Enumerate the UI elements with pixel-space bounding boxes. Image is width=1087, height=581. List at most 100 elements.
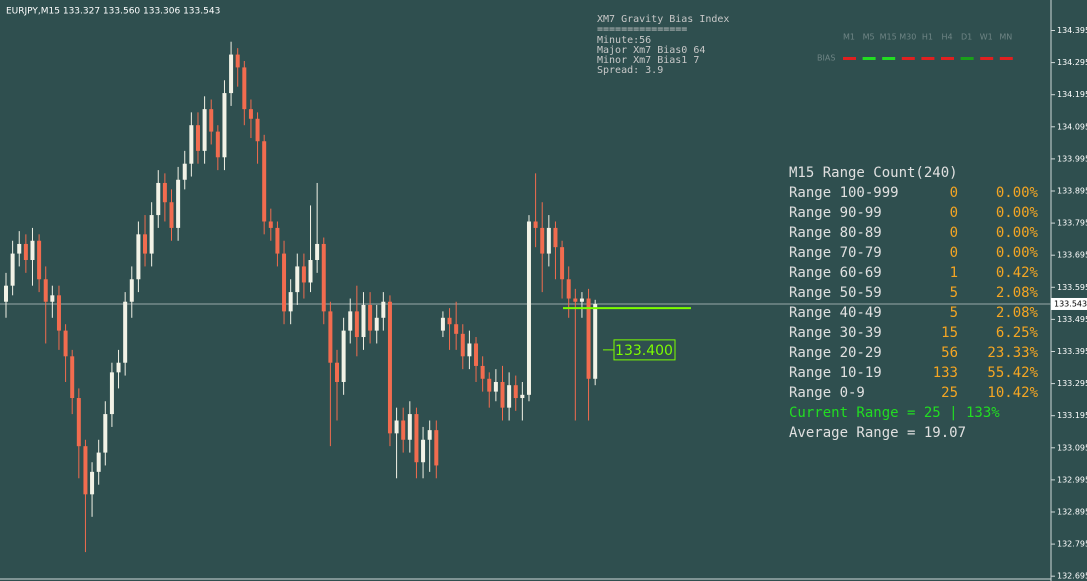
range-label: Range 80-89 (789, 225, 882, 241)
candle-body (23, 243, 28, 261)
y-tick-label: 133.695 (1057, 251, 1087, 260)
candle-body (156, 182, 161, 216)
candle-body (427, 430, 432, 440)
range-label: Range 60-69 (789, 265, 882, 281)
y-tick-label: 133.395 (1057, 347, 1087, 356)
candle-body (229, 54, 234, 94)
candle-body (43, 279, 48, 302)
bias-dash (980, 57, 994, 60)
timeframe-label: M5 (863, 33, 875, 42)
range-label: Range 90-99 (789, 205, 882, 221)
candle-body (454, 324, 459, 334)
candle-body (460, 333, 465, 357)
candle-body (507, 385, 512, 408)
candle-body (169, 202, 174, 228)
range-percent: 0.00% (996, 245, 1039, 261)
candle-body (493, 381, 498, 392)
price-tag-box (613, 339, 676, 361)
candle-body (275, 227, 280, 254)
candle-body (50, 295, 55, 302)
range-percent: 6.25% (996, 325, 1039, 341)
candle-body (513, 385, 518, 399)
range-label: Range 70-79 (789, 245, 882, 261)
range-percent: 0.00% (996, 225, 1039, 241)
timeframe-label: H1 (922, 33, 933, 42)
y-tick-label: 134.295 (1057, 58, 1087, 67)
candle-body (553, 227, 558, 248)
candle-body (268, 221, 273, 228)
y-tick-label: 134.395 (1057, 26, 1087, 35)
candle-body (301, 266, 306, 283)
candle-body (176, 179, 181, 228)
candle-body (182, 163, 187, 180)
candle-body (474, 343, 479, 366)
candle-body (96, 452, 101, 472)
y-tick-label: 134.195 (1057, 90, 1087, 99)
range-label: Range 100-999 (789, 185, 899, 201)
bias-dash (999, 57, 1013, 60)
candle-body (209, 109, 214, 132)
candle-body (308, 260, 313, 283)
candle-body (533, 221, 538, 228)
candle-body (586, 298, 591, 379)
range-count: 15 (941, 325, 958, 341)
range-percent: 23.33% (987, 345, 1038, 361)
candle-body (76, 398, 81, 447)
range-count: 1 (950, 265, 958, 281)
candle-body (387, 301, 392, 434)
candle-body (354, 311, 359, 338)
range-percent: 0.00% (996, 185, 1039, 201)
candle-body (480, 365, 485, 379)
candle-body (189, 125, 194, 164)
y-tick-label: 132.895 (1057, 507, 1087, 516)
range-count: 133 (933, 365, 958, 381)
candle-body (255, 118, 260, 142)
candle-body (447, 317, 452, 325)
timeframe-label: H4 (941, 33, 952, 42)
candle-body (295, 266, 300, 293)
indicator-separator: =============== (597, 24, 687, 35)
candle-body (123, 301, 128, 363)
range-count: 5 (950, 305, 958, 321)
timeframe-label: MN (999, 33, 1012, 42)
y-tick-label: 133.995 (1057, 154, 1087, 163)
candle-body (421, 439, 426, 463)
range-label: Range 20-29 (789, 345, 882, 361)
candle-body (407, 414, 412, 440)
timeframe-label: D1 (961, 33, 972, 42)
timeframe-label: M30 (899, 33, 916, 42)
indicator-line: Minor Xm7 Bias1 7 (597, 55, 699, 66)
indicator-line: Minute:56 (597, 35, 651, 46)
candle-body (63, 330, 68, 357)
y-tick-label: 132.795 (1057, 540, 1087, 549)
range-label: Range 0-9 (789, 385, 865, 401)
indicator-line: Spread: 3.9 (597, 65, 663, 76)
candle-body (487, 378, 492, 392)
candle-body (573, 298, 578, 302)
candle-body (566, 279, 571, 299)
indicator-title: XM7 Gravity Bias Index (597, 14, 729, 25)
bias-dash (960, 57, 974, 60)
candle-body (116, 362, 121, 373)
candle-body (440, 317, 445, 331)
timeframe-label: W1 (980, 33, 993, 42)
candle-body (10, 253, 15, 286)
candle-body (500, 381, 505, 408)
range-label: Range 50-59 (789, 285, 882, 301)
candle-body (282, 253, 287, 312)
candle-body (90, 471, 95, 495)
y-tick-label: 133.495 (1057, 315, 1087, 324)
candle-body (520, 394, 525, 399)
candle-body (546, 227, 551, 254)
candle-body (143, 234, 148, 254)
candle-body (262, 141, 267, 222)
bias-dash (921, 57, 935, 60)
candle-body (162, 182, 167, 203)
bias-dash (843, 57, 856, 60)
indicator-line: Major Xm7 Bias0 64 (597, 45, 705, 56)
current-price-label: 133.543 (1054, 299, 1087, 308)
candle-body (195, 125, 200, 151)
current-range: Current Range = 25 | 133% (789, 405, 1000, 421)
range-percent: 55.42% (987, 365, 1038, 381)
